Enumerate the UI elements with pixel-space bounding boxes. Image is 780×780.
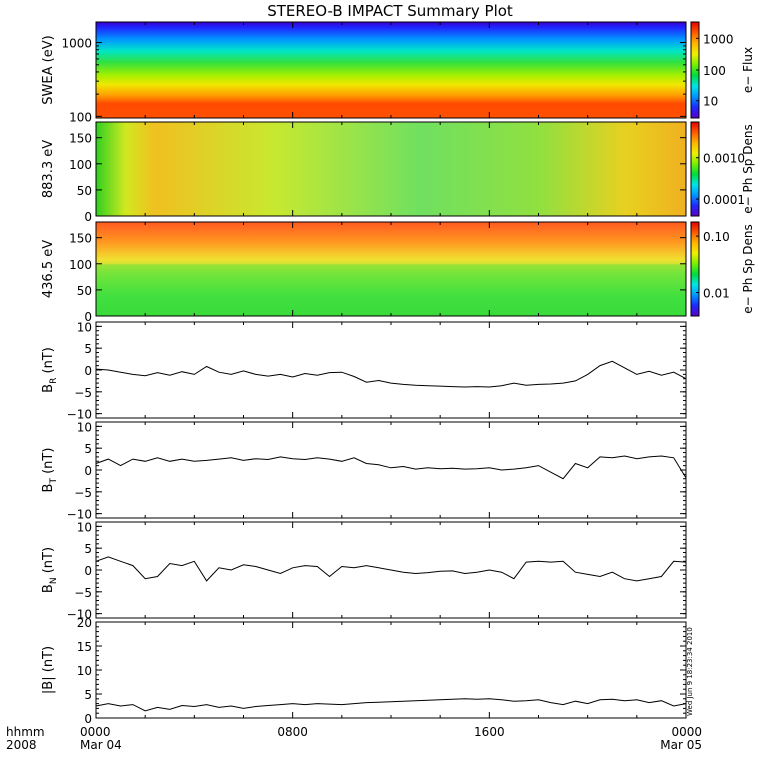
y-tick-label: 0 [84,464,92,478]
y-axis-label: BN (nT) [41,547,59,593]
y-tick-label: −10 [67,408,92,422]
spectrogram-band [96,264,686,316]
x-tick-label: 1600 [474,725,505,739]
spectrogram-2 [96,222,686,316]
panel-3: −10 −5 0 5 10 BR (nT) [41,320,687,422]
y-tick-label: 5 [84,342,92,356]
x-tick-label: 0000 [80,725,111,739]
colorbar-label: e− Flux [741,47,755,93]
y-axis-label: |B| (nT) [41,646,56,694]
y-tick-label: 0 [84,564,92,578]
colorbar-tick-label: 0.0010 [703,152,745,166]
y-tick-label: 10 [77,664,92,678]
y-tick-label: 150 [69,132,92,146]
y-tick-label: 50 [77,184,92,198]
y-axis-label: BT (nT) [41,448,59,493]
plot-title: STEREO-B IMPACT Summary Plot [267,2,513,20]
colorbar-label: e− Ph Sp Dens [741,124,755,213]
y-tick-label: 10 [77,420,92,434]
x-axis-left-label: 2008 [6,738,37,752]
y-tick-label: −10 [67,608,92,622]
colorbar-tick-label: 0.0001 [703,193,745,207]
y-tick-label: 100 [69,110,92,124]
y-tick-label: 5 [84,542,92,556]
series-line-3 [95,360,687,388]
y-tick-label: −5 [74,586,92,600]
series-line-5 [95,556,687,582]
colorbar-2 [690,221,700,317]
y-axis-label: SWEA (eV) [41,35,56,104]
y-tick-label: 100 [69,258,92,272]
colorbar-label: e− Ph Sp Dens [741,224,755,313]
panel-frame-3 [95,321,687,419]
y-tick-label: 0 [84,210,92,224]
panel-frame-6 [95,621,687,719]
y-axis-label: 883.3 eV [41,140,56,198]
spectrogram-0 [96,22,686,118]
y-tick-label: 5 [84,688,92,702]
y-tick-label: 50 [77,284,92,298]
colorbar-tick-label: 1000 [703,32,734,46]
x-tick-date: Mar 04 [80,738,122,752]
y-tick-label: 10 [77,520,92,534]
y-tick-label: 150 [69,232,92,246]
y-tick-label: 100 [69,158,92,172]
panel-4: −10 −5 0 5 10 BT (nT) [41,420,687,522]
panel-0: 10 100 1000 e− Flux 100 1000 SWEA (eV) [41,21,755,124]
series-line-6 [95,698,687,712]
x-tick-label: 0800 [277,725,308,739]
y-tick-label: 10 [77,320,92,334]
series-line-4 [95,455,687,480]
y-tick-label: 5 [84,442,92,456]
y-tick-label: −5 [74,486,92,500]
y-axis-label: 436.5 eV [41,240,56,298]
y-tick-label: −10 [67,508,92,522]
y-tick-label: 0 [84,364,92,378]
x-tick-label: 0000 [671,725,702,739]
spectrogram-1 [96,122,686,216]
colorbar-tick-label: 100 [703,64,726,78]
panel-5: −10 −5 0 5 10 BN (nT) [41,520,687,622]
x-tick-date: Mar 05 [660,738,702,752]
timestamp-label: Wed Jun 9 18:23:34 2010 [686,627,694,716]
colorbar-tick-label: 0.10 [703,230,730,244]
x-axis-left-label: hhmm [6,725,45,739]
y-tick-label: 15 [77,640,92,654]
panel-frame-4 [95,421,687,519]
panel-6: 0 5 10 15 20 |B| (nT) [41,616,687,726]
panel-2: 0.01 0.10 e− Ph Sp Dens 0 50 100 150 436.5 eV [41,221,755,324]
y-tick-label: 0 [84,712,92,726]
colorbar-1 [690,121,700,217]
y-tick-label: 1000 [61,37,92,51]
y-tick-label: −5 [74,386,92,400]
colorbar-tick-label: 10 [703,95,718,109]
colorbar-tick-label: 0.01 [703,287,730,301]
y-tick-label: 0 [84,310,92,324]
y-axis-label: BR (nT) [41,347,59,393]
y-tick-label: 20 [77,616,92,630]
